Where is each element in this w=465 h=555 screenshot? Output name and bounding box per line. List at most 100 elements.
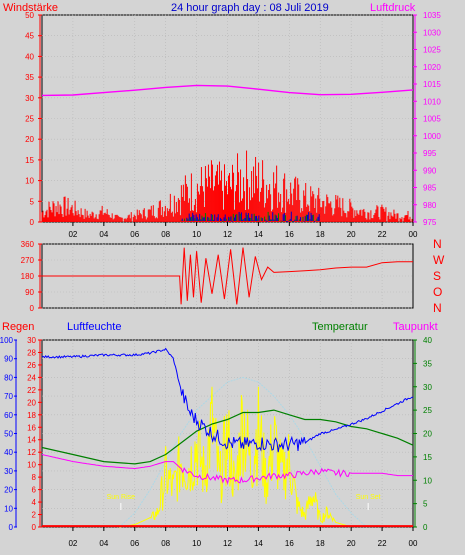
humidity-tick-label: 8 bbox=[32, 473, 37, 482]
sunrise-label: Sun Rise bbox=[107, 494, 136, 501]
x-tick-label: 06 bbox=[130, 230, 139, 239]
temperature-tick-label: 30 bbox=[423, 383, 432, 392]
humidity-tick-label: 14 bbox=[27, 436, 36, 445]
x-tick-label: 18 bbox=[316, 539, 325, 548]
x-tick-label: 20 bbox=[347, 539, 356, 548]
pressure-line bbox=[41, 84, 414, 97]
x-tick-label: 02 bbox=[68, 539, 77, 548]
humidity-tick-label: 6 bbox=[32, 486, 37, 495]
dewpoint-axis-title: Taupunkt bbox=[393, 321, 438, 333]
temperature-tick-label: 20 bbox=[423, 430, 432, 439]
wind-tick-label: 50 bbox=[25, 11, 34, 20]
rain-tick-label: 80 bbox=[4, 373, 13, 382]
humidity-tick-label: 2 bbox=[32, 511, 37, 520]
direction-line bbox=[42, 247, 413, 305]
rain-tick-label: 60 bbox=[4, 411, 13, 420]
pressure-tick-label: 1025 bbox=[423, 46, 441, 55]
x-tick-label: 22 bbox=[378, 539, 387, 548]
compass-label: N bbox=[433, 301, 442, 315]
x-tick-label: 00 bbox=[409, 230, 418, 239]
x-tick-label: 04 bbox=[99, 539, 108, 548]
wind-tick-label: 0 bbox=[30, 218, 35, 227]
temperature-tick-label: 0 bbox=[423, 523, 428, 532]
temperature-tick-label: 40 bbox=[423, 336, 432, 345]
wind-tick-label: 15 bbox=[25, 156, 34, 165]
temperature-tick-label: 10 bbox=[423, 476, 432, 485]
direction-tick-label: 90 bbox=[25, 288, 34, 297]
humidity-tick-label: 0 bbox=[32, 523, 37, 532]
x-tick-label: 14 bbox=[254, 230, 263, 239]
rain-axis-title: Regen bbox=[2, 321, 34, 333]
temperature-tick-label: 15 bbox=[423, 453, 432, 462]
wind-tick-label: 30 bbox=[25, 94, 34, 103]
sunset-label: Sun Set bbox=[356, 494, 381, 501]
temperature-line bbox=[41, 409, 414, 465]
direction-tick-label: 270 bbox=[21, 256, 35, 265]
rain-tick-label: 20 bbox=[4, 486, 13, 495]
humidity-tick-label: 12 bbox=[27, 448, 36, 457]
wind-tick-label: 5 bbox=[30, 197, 35, 206]
compass-label: S bbox=[433, 269, 441, 283]
solar-line bbox=[119, 386, 352, 528]
humidity-line bbox=[41, 347, 414, 453]
rain-tick-label: 70 bbox=[4, 392, 13, 401]
pressure-tick-label: 1035 bbox=[423, 11, 441, 20]
rain-tick-label: 0 bbox=[9, 523, 14, 532]
humidity-tick-label: 10 bbox=[27, 461, 36, 470]
x-tick-label: 16 bbox=[285, 230, 294, 239]
x-tick-label: 00 bbox=[409, 539, 418, 548]
sun-curve bbox=[118, 376, 367, 528]
x-tick-label: 12 bbox=[223, 230, 232, 239]
humidity-tick-label: 30 bbox=[27, 336, 36, 345]
pressure-tick-label: 995 bbox=[423, 149, 437, 158]
x-tick-label: 06 bbox=[130, 539, 139, 548]
dewpoint-line bbox=[41, 454, 413, 485]
humidity-tick-label: 18 bbox=[27, 411, 36, 420]
x-tick-label: 08 bbox=[161, 539, 170, 548]
humidity-tick-label: 22 bbox=[27, 386, 36, 395]
rain-tick-label: 90 bbox=[4, 355, 13, 364]
humidity-axis-title: Luftfeuchte bbox=[67, 321, 121, 333]
wind-tick-label: 45 bbox=[25, 32, 34, 41]
wind-tick-label: 40 bbox=[25, 52, 34, 61]
rain-tick-label: 50 bbox=[4, 430, 13, 439]
pressure-tick-label: 980 bbox=[423, 201, 437, 210]
x-tick-label: 10 bbox=[192, 539, 201, 548]
rain-tick-label: 10 bbox=[4, 504, 13, 513]
pressure-tick-label: 1010 bbox=[423, 97, 441, 106]
temperature-tick-label: 35 bbox=[423, 359, 432, 368]
direction-tick-label: 360 bbox=[21, 240, 35, 249]
x-tick-label: 10 bbox=[192, 230, 201, 239]
pressure-tick-label: 975 bbox=[423, 218, 437, 227]
temperature-axis-title: Temperatur bbox=[312, 321, 368, 333]
compass-label: O bbox=[433, 285, 442, 299]
chart-title: 24 hour graph day : 08 Juli 2019 bbox=[171, 2, 329, 14]
x-tick-label: 20 bbox=[347, 230, 356, 239]
pressure-tick-label: 1020 bbox=[423, 63, 441, 72]
rain-tick-label: 40 bbox=[4, 448, 13, 457]
wind-tick-label: 25 bbox=[25, 115, 34, 124]
humidity-tick-label: 24 bbox=[27, 373, 36, 382]
temperature-tick-label: 5 bbox=[423, 500, 428, 509]
pressure-tick-label: 1015 bbox=[423, 80, 441, 89]
compass-label: N bbox=[433, 237, 442, 251]
pressure-tick-label: 1005 bbox=[423, 115, 441, 124]
rain-tick-label: 100 bbox=[0, 336, 14, 345]
humidity-tick-label: 4 bbox=[32, 498, 37, 507]
x-tick-label: 08 bbox=[161, 230, 170, 239]
wind-tick-label: 10 bbox=[25, 177, 34, 186]
wind-tick-label: 20 bbox=[25, 135, 34, 144]
humidity-tick-label: 26 bbox=[27, 361, 36, 370]
x-tick-label: 02 bbox=[68, 230, 77, 239]
pressure-tick-label: 985 bbox=[423, 184, 437, 193]
x-tick-label: 22 bbox=[378, 230, 387, 239]
x-tick-label: 14 bbox=[254, 539, 263, 548]
humidity-tick-label: 16 bbox=[27, 423, 36, 432]
compass-label: W bbox=[433, 253, 445, 267]
pressure-tick-label: 1030 bbox=[423, 28, 441, 37]
pressure-tick-label: 990 bbox=[423, 166, 437, 175]
wind-axis-title: Windstärke bbox=[3, 2, 58, 14]
pressure-axis-title: Luftdruck bbox=[370, 2, 416, 14]
direction-tick-label: 180 bbox=[21, 272, 35, 281]
